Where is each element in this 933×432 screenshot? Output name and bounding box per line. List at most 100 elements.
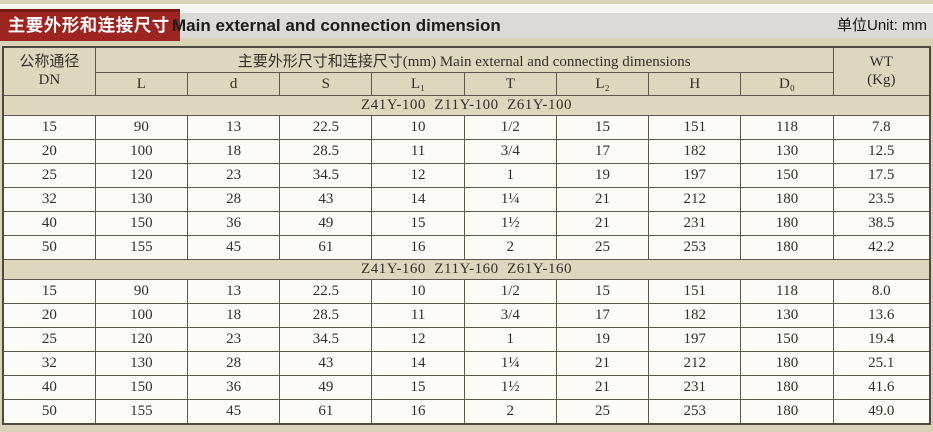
table-cell: 21 [555,375,650,400]
table-cell: 12 [371,327,465,352]
table-cell: 23.5 [832,187,931,212]
table-cell: 61 [279,235,373,260]
table-cell: 17.5 [832,163,931,188]
table-cell: 43 [279,187,373,212]
column-header-d: d [186,72,281,96]
table-cell: 20 [2,303,96,328]
table-cell: 17 [555,139,650,164]
table-cell: 118 [740,279,834,304]
table-cell: 28.5 [279,139,373,164]
table-cell: 42.2 [832,235,931,260]
table-cell: 150 [94,375,188,400]
table-cell: 212 [648,351,742,376]
table-cell: 180 [740,351,834,376]
table-cell: 120 [94,327,188,352]
table-body: Z41Y-100 Z11Y-100 Z61Y-100 15 90 13 22.5 10 1/… [2,95,931,425]
table-cell: 1½ [463,375,557,400]
table-cell: 34.5 [279,163,373,188]
table-cell: 3/4 [463,139,557,164]
table-cell: 22.5 [279,115,373,140]
table-cell: 1 [463,327,557,352]
table-cell: 197 [648,327,742,352]
table-cell: 32 [2,351,96,376]
table-cell: 15 [555,115,650,140]
table-cell: 11 [371,303,465,328]
table-cell: 22.5 [279,279,373,304]
table-cell: 40 [2,211,96,236]
series-title: Z41Y-160 Z11Y-160 Z61Y-160 [2,259,931,280]
table-cell: 7.8 [832,115,931,140]
table-cell: 18 [186,303,281,328]
table-cell: 28 [186,187,281,212]
column-header-H: H [648,72,742,96]
dimensions-span-header: 主要外形尺寸和连接尺寸(mm) Main external and connec… [94,46,834,73]
header-row-dims: L d S L₁ T L₂ H D₀ [3,72,930,96]
table-cell: 130 [740,303,834,328]
table-row: 15 90 13 22.5 10 1/2 15 151 118 8.0 [2,279,931,304]
table-cell: 20 [2,139,96,164]
dn-column-header: 公称通径 DN [2,46,96,96]
table-cell: 40 [2,375,96,400]
table-cell: 3/4 [463,303,557,328]
table-cell: 100 [94,303,188,328]
table-cell: 28.5 [279,303,373,328]
table-cell: 180 [740,375,834,400]
table-cell: 15 [555,279,650,304]
table-cell: 21 [555,211,650,236]
table-cell: 25 [2,163,96,188]
dn-header-en: DN [38,71,61,88]
table-cell: 16 [371,399,465,425]
table-cell: 36 [186,375,281,400]
table-cell: 49 [279,375,373,400]
table-cell: 10 [371,115,465,140]
table-row: 50 155 45 61 16 2 25 253 180 42.2 [2,235,931,260]
table-cell: 150 [740,327,834,352]
column-header-L: L [94,72,188,96]
table-cell: 1/2 [463,279,557,304]
table-cell: 11 [371,139,465,164]
table-cell: 155 [94,399,188,425]
table-cell: 25 [555,399,650,425]
table-cell: 253 [648,235,742,260]
column-header-T: T [463,72,557,96]
table-row: 40 150 36 49 15 1½ 21 231 180 41.6 [2,375,931,400]
table-cell: 180 [740,211,834,236]
table-cell: 231 [648,211,742,236]
table-cell: 28 [186,351,281,376]
table-cell: 36 [186,211,281,236]
table-cell: 150 [740,163,834,188]
unit-label: 单位Unit: mm [836,17,927,34]
wt-header-line2: (Kg) [867,71,896,88]
series-row: Z41Y-160 Z11Y-160 Z61Y-160 [2,259,931,280]
table-cell: 50 [2,399,96,425]
table-cell: 180 [740,235,834,260]
table-cell: 212 [648,187,742,212]
table-cell: 180 [740,399,834,425]
table-cell: 50 [2,235,96,260]
table-cell: 100 [94,139,188,164]
table-cell: 2 [463,235,557,260]
table-header: 公称通径 DN 主要外形尺寸和连接尺寸(mm) Main external an… [2,46,931,96]
table-row: 20 100 18 28.5 11 3/4 17 182 130 13.6 [2,303,931,328]
column-header-D0: D₀ [740,72,834,96]
table-cell: 49.0 [832,399,931,425]
column-header-L1: L₁ [371,72,465,96]
table-row: 32 130 28 43 14 1¼ 21 212 180 23.5 [2,187,931,212]
table-cell: 25 [2,327,96,352]
table-cell: 32 [2,187,96,212]
table-cell: 41.6 [832,375,931,400]
table-row: 15 90 13 22.5 10 1/2 15 151 118 7.8 [2,115,931,140]
table-row: 40 150 36 49 15 1½ 21 231 180 38.5 [2,211,931,236]
table-cell: 118 [740,115,834,140]
table-cell: 14 [371,187,465,212]
table-cell: 1¼ [463,187,557,212]
dn-header-zh: 公称通径 [19,54,80,71]
header-row-top: 公称通径 DN 主要外形尺寸和连接尺寸(mm) Main external an… [2,46,931,96]
table-row: 25 120 23 34.5 12 1 19 197 150 19.4 [2,327,931,352]
table-cell: 90 [94,279,188,304]
table-cell: 180 [740,187,834,212]
table-cell: 25 [555,235,650,260]
table-cell: 45 [186,235,281,260]
table-cell: 13.6 [832,303,931,328]
table-row: 50 155 45 61 16 2 25 253 180 49.0 [2,399,931,425]
